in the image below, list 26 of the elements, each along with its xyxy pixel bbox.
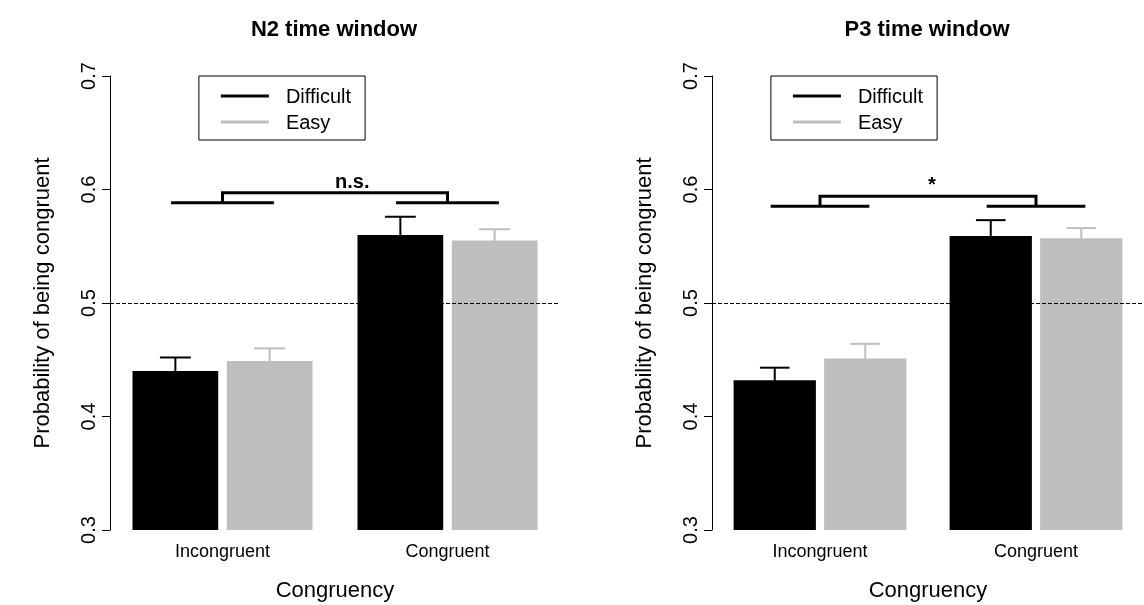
y-axis-title: Probability of being congruent [630, 157, 656, 449]
chart-title: P3 time window [844, 15, 1011, 41]
annotation: * [927, 173, 936, 196]
legend-label: Easy [857, 111, 903, 133]
legend-label: Difficult [857, 85, 924, 107]
y-tick-label: 0.3 [679, 516, 701, 544]
x-axis-title: Congruency [868, 576, 988, 602]
y-tick-label: 0.7 [679, 62, 701, 90]
annotation: n.s. [335, 169, 370, 192]
y-tick-label: 0.6 [679, 175, 701, 204]
y-tick-label: 0.6 [77, 175, 99, 204]
x-tick-label: Incongruent [772, 541, 868, 561]
legend-label: Easy [285, 111, 331, 133]
y-tick-label: 0.3 [77, 516, 99, 544]
y-tick-label: 0.7 [77, 62, 99, 90]
y-tick-label: 0.4 [679, 402, 701, 431]
y-axis-title: Probability of being congruent [28, 157, 54, 449]
y-tick-label: 0.5 [679, 289, 701, 317]
y-tick-label: 0.4 [77, 402, 99, 431]
x-tick-label: Incongruent [174, 541, 271, 561]
x-axis-title: Congruency [275, 576, 395, 602]
legend-label: Difficult [285, 85, 352, 107]
x-tick-label: Congruent [993, 541, 1079, 561]
x-tick-label: Congruent [405, 541, 490, 561]
chart-title: N2 time window [250, 15, 418, 41]
y-tick-label: 0.5 [77, 289, 99, 317]
